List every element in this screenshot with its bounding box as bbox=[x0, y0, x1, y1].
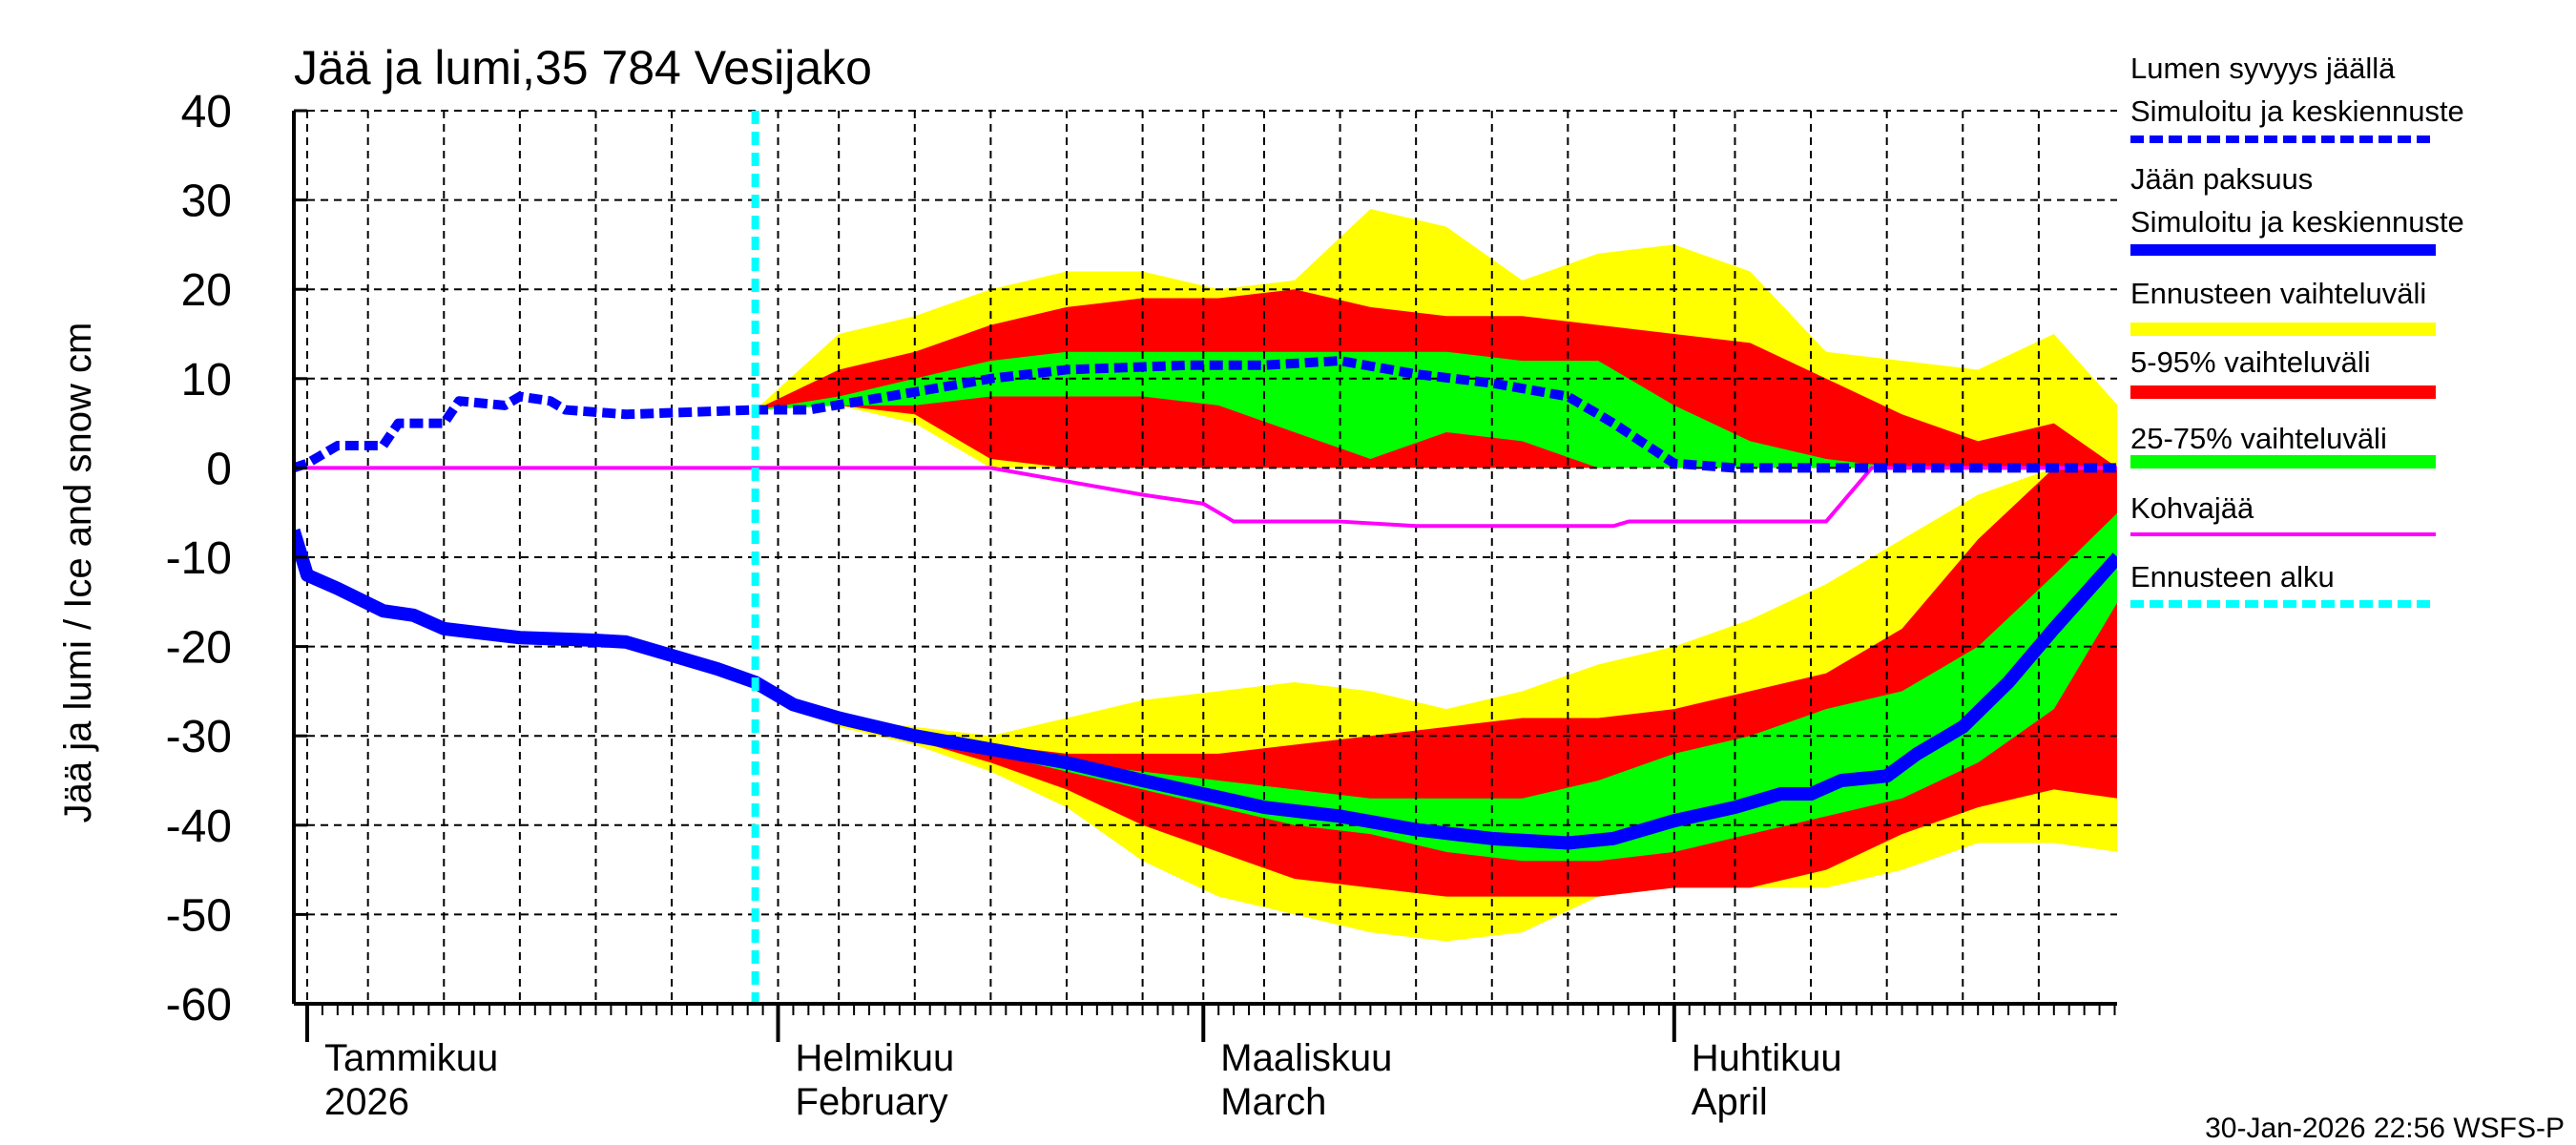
y-axis-label: Jää ja lumi / Ice and snow cm bbox=[57, 323, 99, 823]
legend-label: Kohvajää bbox=[2130, 491, 2254, 525]
y-tick-label: 0 bbox=[206, 444, 232, 494]
x-month-label-en: March bbox=[1220, 1081, 1326, 1123]
legend-label: 25-75% vaihteluväli bbox=[2130, 422, 2387, 455]
y-tick-label: -10 bbox=[166, 533, 232, 584]
footer-timestamp: 30-Jan-2026 22:56 WSFS-P bbox=[2205, 1113, 2565, 1144]
chart-title: Jää ja lumi,35 784 Vesijako bbox=[294, 41, 872, 94]
y-tick-label: 10 bbox=[181, 355, 232, 406]
y-tick-label: -20 bbox=[166, 623, 232, 674]
x-month-label-en: April bbox=[1692, 1081, 1768, 1123]
snow-band-25-75 bbox=[755, 351, 2117, 468]
lines-layer bbox=[294, 111, 2117, 1004]
x-month-label-en: February bbox=[796, 1081, 948, 1123]
y-tick-label: -60 bbox=[166, 980, 232, 1030]
x-month-label: Maaliskuu bbox=[1220, 1037, 1392, 1079]
kohvajaa-line bbox=[294, 466, 2117, 529]
legend: Lumen syvyys jäällä Simuloitu ja keskienn… bbox=[2130, 52, 2464, 608]
legend-label: Jään paksuus bbox=[2130, 162, 2313, 196]
y-tick-label: 30 bbox=[181, 177, 232, 227]
y-tick-label: -30 bbox=[166, 712, 232, 762]
ice-thickness-line bbox=[294, 528, 2117, 850]
snow-depth-line bbox=[294, 356, 2117, 473]
y-tick-label: 40 bbox=[181, 87, 232, 137]
legend-label-2: Simuloitu ja keskiennuste bbox=[2130, 94, 2464, 128]
y-tick-label: -50 bbox=[166, 890, 232, 941]
legend-label: Lumen syvyys jäällä bbox=[2130, 52, 2396, 85]
y-tick-label: -40 bbox=[166, 802, 232, 852]
legend-label: Ennusteen alku bbox=[2130, 560, 2335, 593]
x-month-label: Huhtikuu bbox=[1692, 1037, 1842, 1079]
x-month-label: Tammikuu bbox=[324, 1037, 498, 1079]
y-tick-label: 20 bbox=[181, 265, 232, 316]
legend-label-2: Simuloitu ja keskiennuste bbox=[2130, 205, 2464, 239]
legend-label: Ennusteen vaihteluväli bbox=[2130, 277, 2426, 310]
x-month-label-en: 2026 bbox=[324, 1081, 409, 1123]
legend-label: 5-95% vaihteluväli bbox=[2130, 345, 2371, 379]
x-month-label: Helmikuu bbox=[796, 1037, 955, 1079]
